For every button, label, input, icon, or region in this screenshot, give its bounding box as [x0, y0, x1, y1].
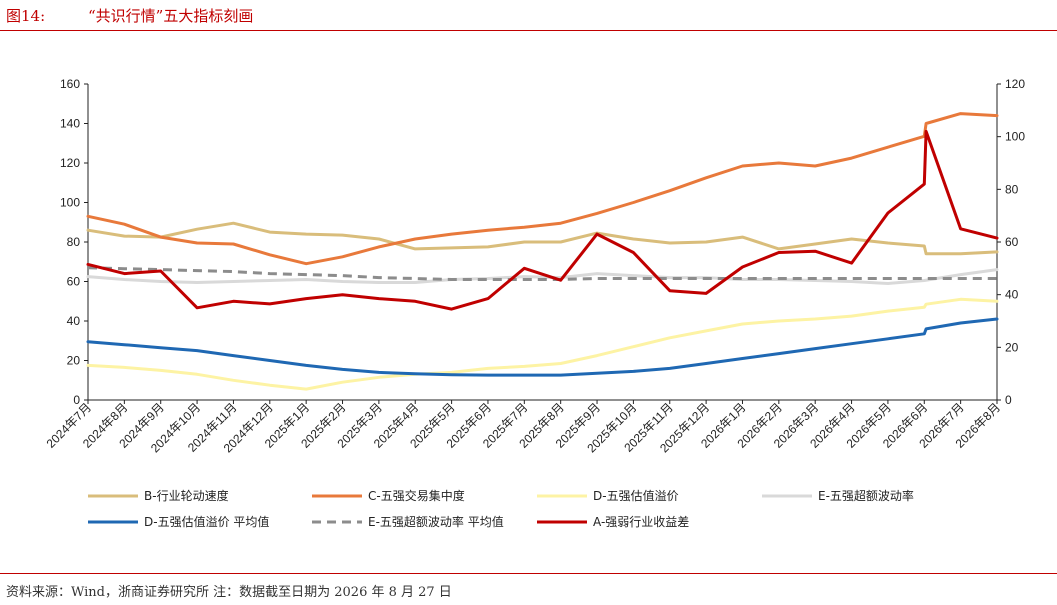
legend-label: A-强弱行业收益差: [593, 515, 689, 529]
legend-label: D-五强估值溢价: [593, 488, 679, 503]
legend-label: B-行业轮动速度: [144, 488, 229, 503]
right-tick-label: 60: [1005, 235, 1019, 249]
right-tick-label: 100: [1005, 130, 1025, 144]
line-chart: 0204060801001201401600204060801001202024…: [44, 77, 1026, 529]
source-note: 资料来源：Wind，浙商证券研究所 注：数据截至日期为 2026 年 8 月 2…: [6, 585, 452, 600]
series-line-6: [86, 129, 999, 311]
right-tick-label: 40: [1005, 288, 1019, 302]
right-tick-label: 0: [1005, 393, 1012, 407]
legend-label: E-五强超额波动率: [818, 488, 914, 503]
left-tick-label: 0: [73, 393, 80, 407]
left-tick-label: 20: [67, 354, 81, 368]
left-tick-label: 120: [60, 156, 80, 170]
right-tick-label: 120: [1005, 77, 1025, 91]
figure-header: 图14: “共识行情”五大指标刻画: [0, 0, 1057, 31]
series-line-2: [86, 297, 999, 391]
legend-label: E-五强超额波动率 平均值: [368, 514, 504, 529]
left-tick-label: 40: [67, 314, 81, 328]
series-line-0: [86, 221, 999, 256]
legend-label: D-五强估值溢价 平均值: [144, 514, 269, 529]
series-line-1: [86, 112, 999, 266]
series-line-4: [86, 317, 999, 377]
footer-rule: [0, 573, 1057, 574]
left-tick-label: 100: [60, 196, 80, 210]
figure-number: 图14:: [6, 7, 46, 25]
series-line-3: [86, 268, 999, 285]
legend-label: C-五强交易集中度: [368, 488, 465, 503]
figure-title: “共识行情”五大指标刻画: [88, 7, 254, 25]
left-tick-label: 60: [67, 275, 81, 289]
right-tick-label: 20: [1005, 340, 1019, 354]
left-tick-label: 80: [67, 235, 81, 249]
left-tick-label: 160: [60, 77, 80, 91]
series-line-5: [87, 266, 997, 281]
left-tick-label: 140: [60, 117, 80, 131]
right-tick-label: 80: [1005, 182, 1019, 196]
